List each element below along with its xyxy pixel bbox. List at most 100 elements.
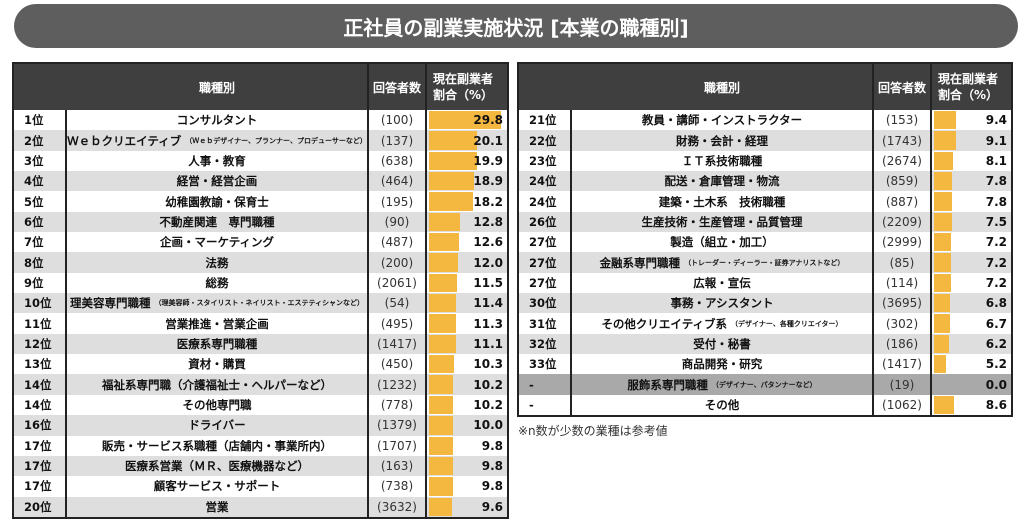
occupation-name: その他専門職 [182,397,252,412]
percentage-value: 9.8 [481,438,503,453]
occupation-name: 経営・経営企画 [176,174,258,189]
occupation-name: 受付・秘書 [693,336,751,351]
percentage-value: 12.8 [473,214,503,229]
table-row: 17位 医療系営業（ＭＲ、医療機器など） (163) 9.8 [14,455,507,477]
respondent-count: (54) [369,293,427,314]
percentage-bar [934,395,955,415]
rank-cell: 14位 [14,394,67,416]
occupation-name: 事務・アシスタント [670,296,774,311]
percentage-cell: 29.8 [427,110,507,130]
respondent-count: (1379) [369,415,427,436]
occupation-cell: 経営・経営企画 [67,171,369,192]
percentage-value: 8.1 [985,153,1007,168]
table-row: 13位 資材・購買 (450) 10.3 [14,354,507,375]
respondent-count: (2999) [874,232,932,253]
percentage-cell: 18.2 [427,191,507,211]
percentage-cell: 10.0 [427,415,507,435]
occupation-name: 配送・倉庫管理・物流 [664,174,780,189]
percentage-cell: 8.1 [932,151,1011,171]
table-header: 職種別 回答者数 現在副業者 割合（%） [519,64,1011,110]
occupation-name: 教員・講師・インストラクター [641,113,803,128]
rank-cell: 6位 [14,211,67,233]
header-percentage: 現在副業者 割合（%） [932,64,1011,110]
occupation-name: 総務 [205,275,229,290]
rank-cell: 33位 [519,354,572,375]
percentage-bar [934,273,952,293]
header-occupation: 職種別 [67,64,369,110]
percentage-value: 9.6 [481,499,503,514]
occupation-cell: 服飾系専門職種 （デザイナー、パタンナーなど） [572,374,874,395]
percentage-value: 9.8 [481,459,503,474]
occupation-cell: その他専門職 [67,394,369,416]
table-row: 1位 コンサルタント (100) 29.8 [14,110,507,131]
rank-cell: 7位 [14,232,67,253]
rank-cell: 32位 [519,333,572,355]
table-row: 4位 経営・経営企画 (464) 18.9 [14,171,507,192]
percentage-cell: 8.6 [932,395,1011,415]
percentage-cell: 5.2 [932,354,1011,374]
respondent-count: (90) [369,211,427,233]
occupation-cell: Ｗｅｂクリエイティブ （Ｗｅｂデザイナー、プランナー、プロデューサーなど） [67,130,369,151]
table-row: 6位 不動産関連 専門職種 (90) 12.8 [14,211,507,233]
percentage-bar [429,233,460,252]
percentage-cell: 11.3 [427,313,507,333]
respondent-count: (153) [874,110,932,131]
occupation-name: 理美容専門職種 [69,296,151,311]
occupation-note: （理美容師・スタイリスト・ネイリスト・エステティシャンなど） [154,299,365,308]
rank-cell: 3位 [14,150,67,172]
respondent-count: (137) [369,130,427,151]
header-pct-line2: 割合（%） [433,88,494,102]
occupation-name: 財務・会計・経理 [676,133,768,148]
occupation-cell: ドライバー [67,415,369,436]
table-row: 30位 事務・アシスタント (3695) 6.8 [519,293,1011,314]
occupation-name: 顧客サービス・サポート [153,479,281,494]
table-row: 2位 Ｗｅｂクリエイティブ （Ｗｅｂデザイナー、プランナー、プロデューサーなど） (1… [14,130,507,151]
respondent-count: (1417) [369,333,427,355]
respondent-count: (114) [874,272,932,294]
table-row: 16位 ドライバー (1379) 10.0 [14,415,507,436]
percentage-value: 11.1 [473,336,503,351]
rank-cell: - [519,394,572,416]
percentage-value: 10.3 [473,357,503,372]
occupation-cell: 幼稚園教諭・保育士 [67,191,369,212]
rank-cell: 21位 [519,110,572,131]
table-row: 14位 福祉系専門職（介護福祉士・ヘルパーなど） (1232) 10.2 [14,374,507,395]
respondent-count: (464) [369,171,427,192]
percentage-cell: 7.2 [932,232,1011,252]
percentage-bar [934,131,956,150]
respondent-count: (3695) [874,293,932,314]
ranking-table-right: 職種別 回答者数 現在副業者 割合（%） 21位 教員・講師・インストラクター (15… [517,62,1013,418]
percentage-bar [429,192,473,211]
percentage-value: 6.2 [985,336,1007,351]
occupation-name: 広報・宣伝 [693,275,751,290]
percentage-cell: 10.2 [427,395,507,415]
percentage-value: 0.0 [985,377,1007,392]
occupation-cell: 商品開発・研究 [572,354,874,375]
rank-cell: 23位 [519,150,572,172]
percentage-bar [429,436,453,455]
occupation-cell: 営業 [67,496,369,517]
percentage-bar [429,477,453,496]
percentage-value: 11.4 [473,296,503,311]
occupation-note: （デザイナー、各種クリエイター） [731,319,843,328]
header-pct-line2: 割合（%） [938,88,999,102]
rank-cell: 31位 [519,313,572,334]
percentage-cell: 9.8 [427,456,507,476]
percentage-bar [429,375,454,394]
percentage-cell: 7.2 [932,273,1011,293]
occupation-cell: 理美容専門職種 （理美容師・スタイリスト・ネイリスト・エステティシャンなど） [67,293,369,314]
percentage-value: 10.2 [473,377,503,392]
occupation-name: ドライバー [188,418,246,433]
occupation-cell: 総務 [67,272,369,294]
respondent-count: (638) [369,150,427,172]
table-row: 12位 医療系専門職種 (1417) 11.1 [14,333,507,355]
percentage-bar [429,151,477,171]
occupation-name: 医療系専門職種 [176,336,258,351]
occupation-name: 金融系専門職種 [599,255,681,270]
table-row: 33位 商品開発・研究 (1417) 5.2 [519,354,1011,375]
occupation-note: （Ｗｅｂデザイナー、プランナー、プロデューサーなど） [185,136,367,145]
rank-cell: 17位 [14,476,67,497]
occupation-name: Ｗｅｂクリエイティブ [67,133,182,148]
percentage-value: 9.1 [985,133,1007,148]
respondent-count: (1232) [369,374,427,395]
